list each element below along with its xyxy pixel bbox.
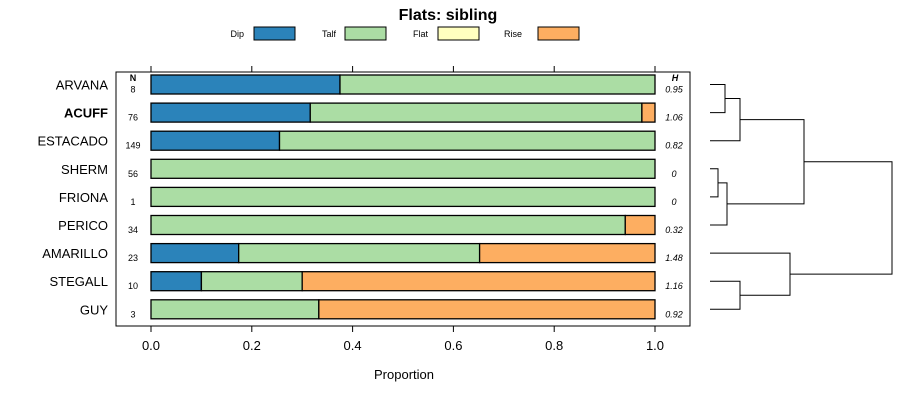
legend-label-flat: Flat	[413, 29, 429, 39]
category-label-guy: GUY	[80, 302, 109, 317]
bar-acuff-talf	[309, 102, 643, 123]
n-value-amarillo: 23	[128, 253, 138, 263]
legend-swatch-dip	[253, 26, 296, 41]
n-column-header: N	[130, 73, 137, 83]
h-value-stegall: 1.16	[665, 281, 683, 291]
dendrogram-branch-amarillo	[710, 252, 791, 296]
n-value-estacado: 149	[125, 141, 140, 151]
dendrogram-root	[790, 161, 893, 275]
x-tick-label: 0.8	[545, 338, 563, 353]
h-value-arvana: 0.95	[665, 85, 684, 95]
category-label-perico: PERICO	[58, 218, 108, 233]
n-value-stegall: 10	[128, 281, 138, 291]
panel-frame	[115, 71, 691, 327]
dendrogram	[710, 84, 893, 310]
bar-guy-talf	[150, 299, 320, 320]
bar-friona-talf	[150, 186, 656, 208]
x-tick-label: 1.0	[646, 338, 664, 353]
plot-area: 0.0 0.2 0.4 0.6 0.8 1.0 N H ARVANA 8 0.95 ACUFF 76 1.…	[37, 66, 691, 353]
bar-estacado-dip	[150, 130, 281, 151]
bar-arvana-talf	[339, 74, 656, 95]
h-value-friona: 0	[671, 197, 676, 207]
x-tick-label: 0.2	[243, 338, 261, 353]
dendrogram-branch-sherm-friona	[710, 168, 719, 198]
h-value-sherm: 0	[671, 169, 676, 179]
bar-amarillo-talf	[238, 242, 481, 264]
bar-estacado-talf	[278, 130, 656, 151]
n-value-sherm: 56	[128, 169, 138, 179]
n-value-perico: 34	[128, 225, 138, 235]
h-value-estacado: 0.82	[665, 141, 683, 151]
h-column-header: H	[672, 73, 679, 83]
dendrogram-branch-arvana-acuff	[710, 84, 726, 114]
legend-label-talf: Talf	[322, 29, 337, 39]
legend-label-rise: Rise	[504, 29, 522, 39]
legend: Dip Talf Flat Rise	[230, 26, 580, 41]
bar-perico-talf	[150, 214, 626, 236]
legend-swatch-rise	[537, 26, 580, 41]
h-value-perico: 0.32	[665, 225, 683, 235]
n-value-friona: 1	[130, 197, 135, 207]
h-value-amarillo: 1.48	[665, 253, 683, 263]
bar-stegall-talf	[200, 271, 303, 292]
bar-amarillo-dip	[150, 242, 240, 264]
bar-sherm-talf	[150, 158, 656, 179]
x-tick-label: 0.0	[142, 338, 160, 353]
category-label-stegall: STEGALL	[49, 274, 108, 289]
x-tick-label: 0.6	[444, 338, 462, 353]
bar-acuff-rise	[641, 102, 656, 123]
x-axis-label: Proportion	[374, 367, 434, 382]
h-value-acuff: 1.06	[665, 113, 683, 123]
legend-label-dip: Dip	[230, 29, 244, 39]
bar-acuff-dip	[150, 102, 311, 123]
x-tick-label: 0.4	[344, 338, 362, 353]
category-label-amarillo: AMARILLO	[42, 246, 108, 261]
bar-arvana-dip	[150, 74, 341, 95]
bar-guy-rise	[318, 299, 656, 320]
dendrogram-branch-upper	[727, 119, 805, 205]
bar-amarillo-rise	[478, 242, 656, 264]
category-label-friona: FRIONA	[59, 190, 108, 205]
category-label-arvana: ARVANA	[56, 78, 109, 93]
chart-title: Flats: sibling	[399, 7, 498, 24]
category-label-estacado: ESTACADO	[37, 134, 108, 149]
n-value-arvana: 8	[130, 85, 135, 95]
dendrogram-branch-stegall-guy	[710, 280, 741, 310]
legend-swatch-talf	[344, 26, 387, 41]
category-label-acuff: ACUFF	[64, 106, 108, 121]
legend-swatch-flat	[437, 26, 480, 41]
bar-perico-rise	[624, 214, 656, 236]
category-label-sherm: SHERM	[61, 162, 108, 177]
n-value-guy: 3	[130, 309, 135, 319]
bar-stegall-dip	[150, 271, 203, 292]
bar-stegall-rise	[301, 271, 656, 292]
h-value-guy: 0.92	[665, 309, 683, 319]
n-value-acuff: 76	[128, 113, 138, 123]
